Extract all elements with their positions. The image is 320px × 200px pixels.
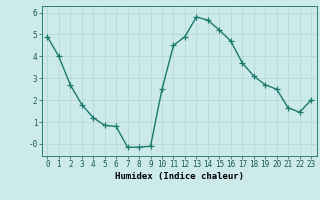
- X-axis label: Humidex (Indice chaleur): Humidex (Indice chaleur): [115, 172, 244, 181]
